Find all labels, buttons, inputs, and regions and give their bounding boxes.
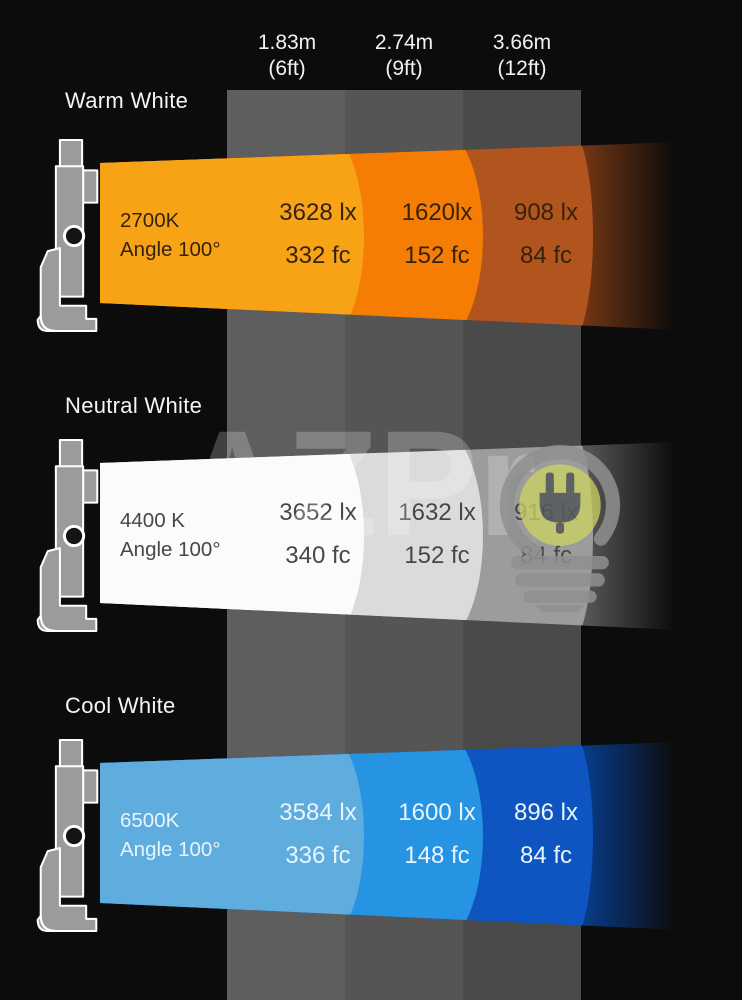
beam-cool-white	[100, 742, 680, 930]
lux-value: 1600 lx	[398, 799, 476, 826]
watermark-text: AZPr	[178, 399, 537, 567]
lux-value: 3628 lx	[279, 199, 357, 226]
beam-spec-cool: 6500K Angle 100°	[120, 806, 221, 864]
footcandle-value: 148 fc	[404, 842, 470, 869]
beam-zone-6ft	[100, 442, 364, 630]
distance-header-6ft: 1.83m (6ft)	[227, 30, 347, 82]
footcandle-value: 84 fc	[519, 242, 573, 269]
angle-label: Angle 100°	[120, 838, 221, 861]
reading-neutral-9ft: 1632 lx 152 fc	[367, 497, 507, 572]
plug-bulb-logo-icon	[499, 445, 621, 612]
distance-feet: (12ft)	[497, 57, 547, 80]
work-light-icon	[36, 139, 99, 332]
distance-meters: 3.66m	[492, 31, 552, 54]
lux-value: 908 lx	[513, 199, 579, 226]
footcandle-value: 152 fc	[404, 542, 470, 569]
angle-label: Angle 100°	[120, 538, 221, 561]
knob-icon	[62, 824, 86, 848]
footcandle-value: 340 fc	[285, 542, 351, 569]
beam-spec-warm: 2700K Angle 100°	[120, 206, 221, 264]
work-light-icon	[36, 739, 99, 932]
reading-warm-9ft: 1620lx 152 fc	[367, 197, 507, 272]
lux-value: 1632 lx	[398, 499, 476, 526]
lux-value: 3652 lx	[279, 499, 357, 526]
kelvin-label: 6500K	[120, 809, 180, 832]
reading-neutral-6ft: 3652 lx 340 fc	[248, 497, 388, 572]
kelvin-label: 4400 K	[120, 509, 185, 532]
work-light-icon	[36, 439, 99, 632]
section-title-cool-white: Cool White	[65, 693, 176, 718]
kelvin-label: 2700K	[120, 209, 180, 232]
beam-zone-6ft	[100, 142, 364, 330]
beam-zone-6ft	[100, 742, 364, 930]
footcandle-value: 84 fc	[519, 842, 573, 869]
reading-warm-6ft: 3628 lx 332 fc	[248, 197, 388, 272]
beam-warm-white	[100, 142, 680, 330]
footcandle-value: 152 fc	[404, 242, 470, 269]
knob-icon	[62, 524, 86, 548]
distance-feet: (6ft)	[268, 57, 306, 80]
lux-value: 3584 lx	[279, 799, 357, 826]
footcandle-value: 336 fc	[285, 842, 351, 869]
section-title-warm-white: Warm White	[65, 88, 189, 113]
knob-icon	[62, 224, 86, 248]
reading-cool-12ft: 896 lx 84 fc	[476, 797, 616, 872]
beam-spec-neutral: 4400 K Angle 100°	[120, 506, 221, 564]
distance-feet: (9ft)	[385, 57, 423, 80]
reading-cool-6ft: 3584 lx 336 fc	[248, 797, 388, 872]
reading-warm-12ft: 908 lx 84 fc	[476, 197, 616, 272]
lux-value: 896 lx	[513, 799, 579, 826]
distance-meters: 1.83m	[257, 31, 317, 54]
distance-header-9ft: 2.74m (9ft)	[344, 30, 464, 82]
angle-label: Angle 100°	[120, 238, 221, 261]
section-title-neutral-white: Neutral White	[65, 393, 203, 418]
reading-cool-9ft: 1600 lx 148 fc	[367, 797, 507, 872]
footcandle-value: 332 fc	[285, 242, 351, 269]
distance-meters: 2.74m	[374, 31, 434, 54]
lux-value: 1620lx	[401, 199, 473, 226]
distance-header-12ft: 3.66m (12ft)	[462, 30, 582, 82]
